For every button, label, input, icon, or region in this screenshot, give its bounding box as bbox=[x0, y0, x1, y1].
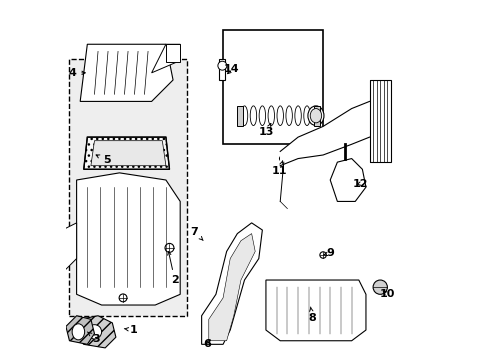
Ellipse shape bbox=[218, 61, 226, 70]
Ellipse shape bbox=[285, 106, 292, 126]
Bar bbox=[69, 59, 187, 316]
Text: 13: 13 bbox=[259, 123, 274, 137]
Polygon shape bbox=[66, 316, 94, 344]
Ellipse shape bbox=[259, 106, 265, 126]
Polygon shape bbox=[265, 280, 365, 341]
Ellipse shape bbox=[87, 325, 102, 339]
Text: 6: 6 bbox=[203, 339, 210, 349]
Text: 8: 8 bbox=[308, 307, 316, 323]
Polygon shape bbox=[80, 44, 173, 102]
Text: 14: 14 bbox=[224, 64, 239, 74]
Bar bbox=[219, 59, 224, 80]
Ellipse shape bbox=[294, 106, 301, 126]
Ellipse shape bbox=[72, 324, 84, 340]
Bar bbox=[313, 106, 319, 126]
Ellipse shape bbox=[241, 106, 247, 126]
Bar bbox=[223, 30, 323, 144]
Ellipse shape bbox=[307, 106, 324, 126]
Ellipse shape bbox=[276, 106, 283, 126]
Polygon shape bbox=[77, 173, 180, 305]
Polygon shape bbox=[73, 316, 116, 348]
Ellipse shape bbox=[319, 252, 325, 258]
Ellipse shape bbox=[372, 280, 386, 294]
Bar bbox=[165, 44, 180, 62]
Ellipse shape bbox=[303, 106, 309, 126]
Text: 10: 10 bbox=[379, 289, 394, 299]
Polygon shape bbox=[151, 44, 180, 73]
Polygon shape bbox=[329, 158, 365, 202]
Text: 7: 7 bbox=[190, 227, 203, 240]
Text: 12: 12 bbox=[352, 179, 367, 189]
Polygon shape bbox=[208, 234, 255, 341]
Polygon shape bbox=[201, 223, 262, 344]
Ellipse shape bbox=[164, 243, 174, 252]
Ellipse shape bbox=[309, 109, 321, 123]
Text: 3: 3 bbox=[87, 332, 100, 344]
Ellipse shape bbox=[250, 106, 256, 126]
Polygon shape bbox=[91, 141, 165, 166]
Ellipse shape bbox=[119, 294, 127, 302]
Text: 9: 9 bbox=[323, 248, 333, 258]
Text: 2: 2 bbox=[167, 252, 178, 285]
Ellipse shape bbox=[267, 106, 274, 126]
Text: 1: 1 bbox=[124, 325, 137, 335]
Ellipse shape bbox=[279, 156, 284, 161]
Text: 11: 11 bbox=[271, 161, 286, 176]
Text: 4: 4 bbox=[68, 68, 85, 78]
Bar bbox=[237, 106, 242, 126]
Bar bbox=[369, 80, 390, 162]
Text: 5: 5 bbox=[96, 155, 111, 165]
Polygon shape bbox=[83, 137, 169, 169]
Polygon shape bbox=[62, 223, 77, 273]
